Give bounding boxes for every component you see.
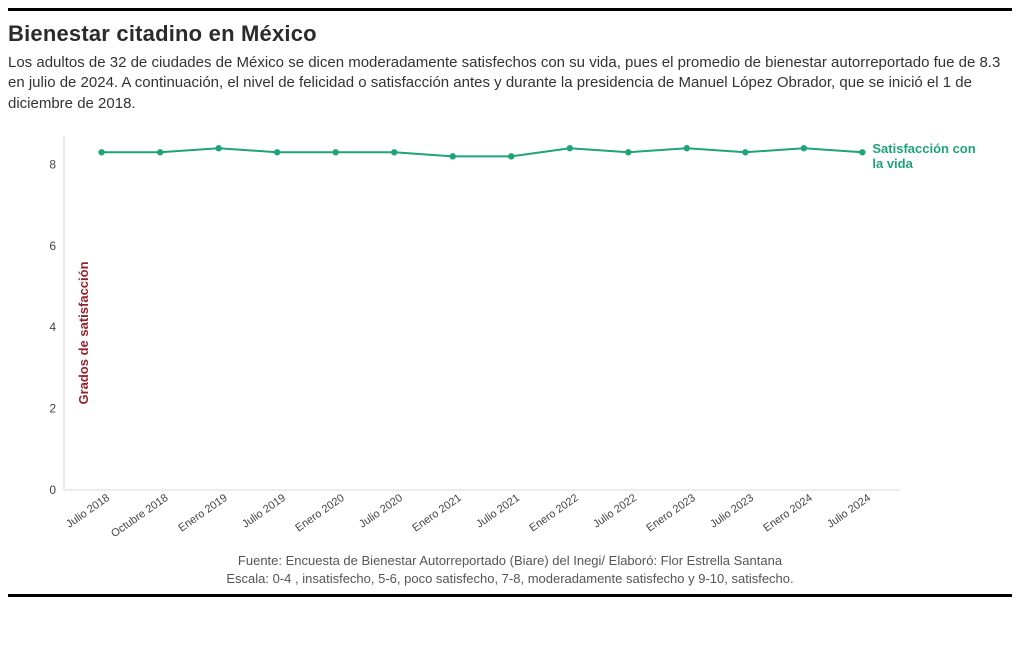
footer-scale: Escala: 0-4 , insatisfecho, 5-6, poco sa… bbox=[8, 570, 1012, 588]
x-tick-label: Julio 2022 bbox=[591, 492, 639, 531]
bottom-rule bbox=[8, 594, 1012, 597]
x-tick-label: Julio 2021 bbox=[474, 492, 522, 531]
x-axis-labels: Julio 2018Octubre 2018Enero 2019 Julio 20… bbox=[8, 490, 1012, 548]
footer-source: Fuente: Encuesta de Bienestar Autorrepor… bbox=[8, 552, 1012, 570]
svg-text:2: 2 bbox=[49, 401, 56, 415]
x-tick-label: Octubre 2018 bbox=[110, 492, 171, 540]
x-tick-label: Enero 2023 bbox=[644, 492, 697, 534]
page-wrap: Bienestar citadino en México Los adultos… bbox=[0, 0, 1020, 650]
top-rule bbox=[8, 8, 1012, 11]
x-tick-label: Julio 2019 bbox=[240, 492, 288, 531]
x-tick-label: Enero 2024 bbox=[761, 492, 814, 534]
x-tick-label: Enero 2021 bbox=[410, 492, 463, 534]
svg-text:6: 6 bbox=[49, 239, 56, 253]
y-axis-title: Grados de satisfacción bbox=[76, 261, 91, 404]
x-tick-label: Enero 2022 bbox=[527, 492, 580, 534]
x-tick-label: Enero 2019 bbox=[176, 492, 229, 534]
chart-description: Los adultos de 32 de ciudades de México … bbox=[8, 53, 1012, 114]
chart-title: Bienestar citadino en México bbox=[8, 21, 1012, 47]
chart-footer: Fuente: Encuesta de Bienestar Autorrepor… bbox=[8, 552, 1012, 588]
svg-text:8: 8 bbox=[49, 157, 56, 171]
x-tick-label: Enero 2020 bbox=[293, 492, 346, 534]
x-tick-label: Julio 2020 bbox=[357, 492, 405, 531]
svg-text:4: 4 bbox=[49, 320, 56, 334]
x-tick-label: Julio 2024 bbox=[825, 492, 873, 531]
x-tick-label: Julio 2018 bbox=[65, 492, 113, 531]
series-label: Satisfacción conla vida bbox=[872, 142, 975, 172]
x-tick-label: Julio 2023 bbox=[708, 492, 756, 531]
chart-svg: 02468 bbox=[8, 118, 1012, 548]
chart-frame: 02468 Grados de satisfacción Satisfacció… bbox=[8, 118, 1012, 548]
